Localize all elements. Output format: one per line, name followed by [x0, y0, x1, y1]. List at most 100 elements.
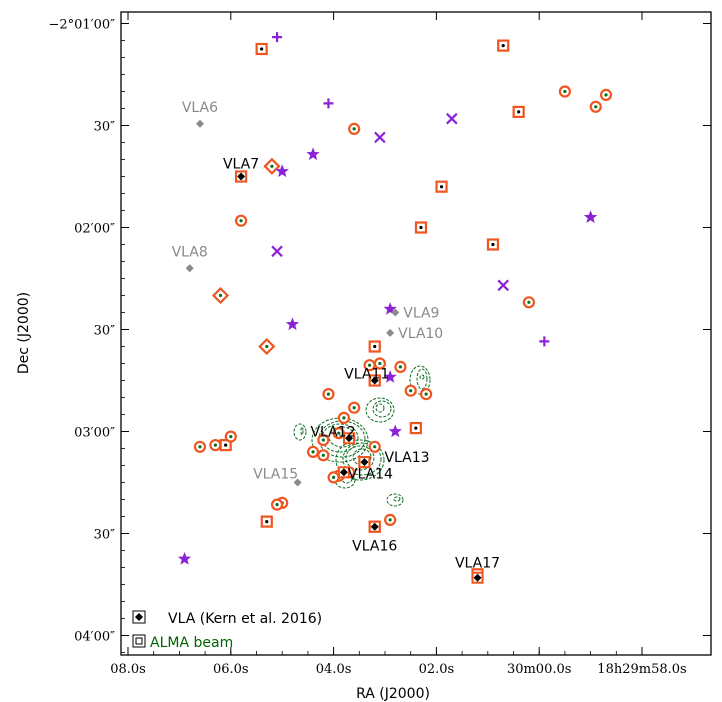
vla-diamond-marker	[370, 376, 379, 385]
alma-circle-core	[373, 445, 377, 449]
alma-square-core	[439, 185, 444, 189]
alma-circle-core	[332, 475, 336, 479]
contour-line	[300, 426, 304, 436]
alma-circle-core	[378, 361, 382, 366]
contour-line	[352, 448, 372, 466]
contour-line	[335, 439, 385, 481]
y-tick-label: 30″	[94, 120, 116, 135]
vla-diamond-marker	[237, 172, 246, 181]
alma-circle-core	[342, 416, 346, 420]
alma-diamond-core	[270, 164, 274, 168]
x-tick-label: 06.0s	[213, 662, 249, 677]
markers	[177, 32, 613, 584]
legend-alma-symbol	[132, 634, 146, 648]
alma-circle-core	[198, 445, 202, 449]
vla-diamond-marker	[195, 119, 204, 128]
vla-label: VLA10	[398, 326, 443, 342]
contour-line	[416, 368, 428, 390]
alma-square-core	[224, 443, 228, 447]
contour-line	[372, 400, 392, 418]
y-axis-title: Dec (J2000)	[16, 292, 32, 374]
legend-alma-label: ALMA beam	[150, 635, 233, 651]
x-tick-label: 02.0s	[419, 662, 455, 677]
vla-label: VLA7	[223, 157, 259, 173]
alma-square-core	[517, 110, 521, 114]
vla-diamond-marker	[360, 458, 369, 467]
alma-square-core	[373, 344, 377, 349]
legend-vla-label: VLA (Kern et al. 2016)	[168, 611, 322, 627]
alma-circle-core	[311, 450, 315, 454]
legend-vla-symbol	[132, 610, 146, 624]
alma-circle-core	[563, 89, 567, 94]
plus-marker	[272, 32, 283, 43]
alma-circle-core	[213, 443, 217, 447]
contour-line	[293, 423, 307, 441]
x-tick-label: 04.0s	[316, 662, 352, 677]
vla-diamond-marker	[185, 264, 194, 273]
star-marker	[285, 317, 300, 331]
vla-label: VLA13	[384, 450, 429, 466]
star-marker	[275, 164, 289, 178]
x-axis-title: RA (J2000)	[356, 686, 430, 702]
vla-diamond-marker	[339, 468, 348, 477]
alma-circle-core	[352, 127, 356, 131]
alma-circle-core	[604, 93, 608, 97]
vla-label: VLA11	[344, 367, 389, 383]
alma-square-core	[419, 225, 423, 230]
y-tick-label: 02′00″	[74, 222, 115, 237]
alma-circle-core	[326, 392, 331, 396]
vla-label: VLA15	[253, 467, 298, 483]
alma-diamond-core	[265, 344, 269, 349]
y-tick-label: −2°01′00″	[48, 18, 115, 33]
y-tick-label: 30″	[94, 528, 116, 543]
alma-circle-core	[229, 435, 233, 439]
vla-label: VLA16	[352, 539, 397, 555]
alma-circle-core	[527, 300, 531, 304]
contour-line	[409, 365, 431, 395]
alma-circle-core	[398, 365, 403, 369]
alma-circle-core	[352, 406, 356, 410]
plus-marker	[323, 98, 334, 109]
alma-diamond-core	[218, 293, 223, 298]
y-tick-label: 04′00″	[74, 630, 115, 645]
alma-square-core	[260, 47, 264, 51]
x-tick-label: 18h29m58.0s	[597, 662, 686, 677]
cross-marker	[497, 279, 509, 292]
star-marker	[388, 424, 402, 438]
vla-label: VLA14	[348, 466, 393, 482]
alma-square-core	[501, 44, 505, 48]
contour-line	[342, 442, 382, 476]
vla-label: VLA6	[182, 100, 218, 116]
alma-circle-core	[367, 363, 372, 367]
x-tick-label: 30m00.0s	[507, 662, 572, 677]
alma-circle-core	[321, 453, 325, 457]
alma-circle-core	[424, 392, 428, 396]
plot-frame	[120, 11, 712, 656]
cross-marker	[374, 131, 386, 144]
alma-circle-core	[594, 105, 598, 109]
star-marker	[177, 552, 192, 565]
y-tick-label: 03′00″	[74, 426, 115, 441]
legend: VLA (Kern et al. 2016) ALMA beam	[132, 610, 322, 651]
vla-diamond-marker	[370, 522, 379, 531]
vla-label: VLA12	[310, 424, 355, 440]
contour-line	[386, 493, 404, 507]
star-marker	[306, 147, 320, 161]
star-marker	[383, 302, 397, 315]
source-labels: VLA6VLA7VLA8VLA9VLA10VLA11VLA12VLA13VLA1…	[172, 100, 500, 572]
vla-diamond-marker	[473, 573, 482, 582]
x-tick-label: 08.0s	[110, 662, 146, 677]
alma-circle-core	[321, 438, 325, 442]
alma-square-core	[491, 242, 495, 247]
alma-square-core	[265, 520, 269, 524]
cross-marker	[446, 112, 458, 125]
contour-line	[393, 496, 401, 502]
vla-diamond-marker	[386, 328, 395, 337]
vla-label: VLA9	[403, 306, 439, 322]
contour-line	[345, 445, 375, 471]
contour-line	[375, 403, 385, 413]
alma-circle-core	[337, 431, 341, 435]
vla-diamond-marker	[391, 308, 400, 317]
star-marker	[383, 370, 397, 383]
